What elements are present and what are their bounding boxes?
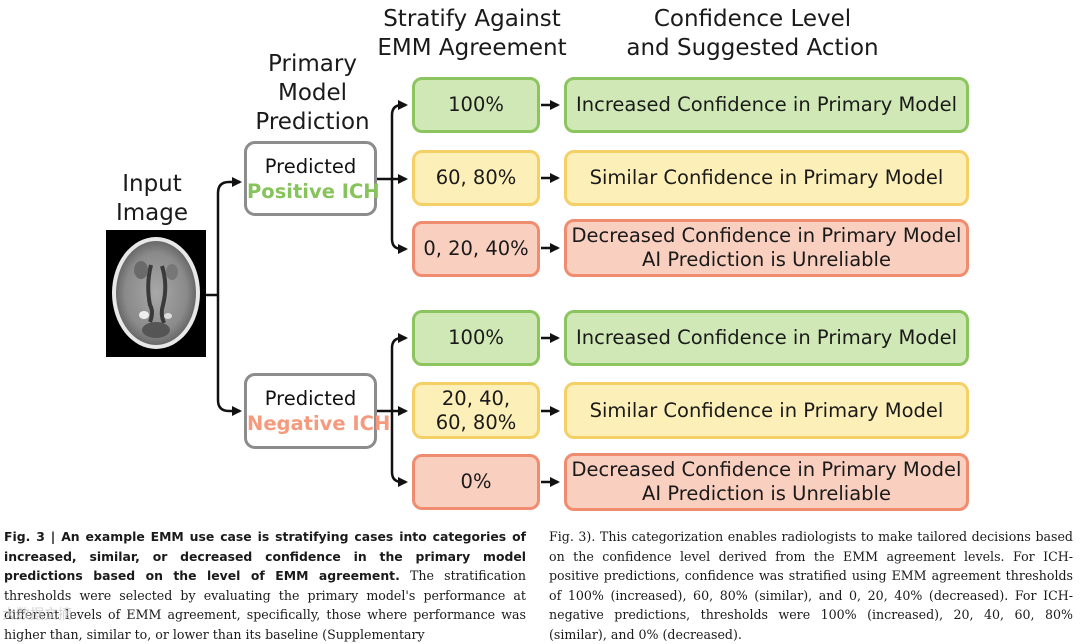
predicted-negative-box: Predicted Negative ICH <box>244 373 391 449</box>
negative-ich-label: Negative ICH <box>247 412 391 435</box>
predicted-positive-box: Predicted Positive ICH <box>244 141 380 216</box>
header-stratify-emm-agreement: Stratify Against EMM Agreement <box>377 6 567 61</box>
pos-threshold-low-text: 0, 20, 40% <box>423 237 529 260</box>
neg-threshold-low-text: 0% <box>460 470 492 493</box>
pos-threshold-high-text: 100% <box>448 93 504 116</box>
neg-action-decreased-line2: AI Prediction is Unreliable <box>642 482 891 505</box>
pos-threshold-low: 0, 20, 40% <box>412 221 540 277</box>
pos-threshold-mid-text: 60, 80% <box>435 166 517 189</box>
pos-action-decreased-line1: Decreased Confidence in Primary Model <box>571 224 962 247</box>
header-primary-model-prediction: Primary Model Prediction <box>255 51 370 135</box>
caption-left: Fig. 3 | An example EMM use case is stra… <box>4 527 526 644</box>
pos-threshold-mid: 60, 80% <box>412 150 540 206</box>
neg-threshold-mid-text: 20, 40, 60, 80% <box>435 386 517 434</box>
neg-action-decreased-line1: Decreased Confidence in Primary Model <box>571 458 962 481</box>
pos-action-decreased-line2: AI Prediction is Unreliable <box>642 248 891 271</box>
caption-right-text: Fig. 3). This categorization enables rad… <box>549 529 1073 642</box>
ct-scan-image <box>106 230 206 357</box>
header-input-image: Input Image <box>115 171 189 226</box>
predicted-negative-label: Predicted <box>264 387 357 410</box>
neg-threshold-high-text: 100% <box>448 326 504 349</box>
pos-action-decreased: Decreased Confidence in Primary Model AI… <box>564 219 969 277</box>
caption-right: Fig. 3). This categorization enables rad… <box>549 527 1073 644</box>
pos-action-similar-text: Similar Confidence in Primary Model <box>589 166 944 189</box>
pos-action-increased-text: Increased Confidence in Primary Model <box>575 93 957 116</box>
predicted-positive-label: Predicted <box>264 154 357 178</box>
neg-threshold-low: 0% <box>412 454 540 510</box>
neg-threshold-high: 100% <box>412 310 540 366</box>
connector-arrows <box>206 100 560 487</box>
positive-ich-label: Positive ICH <box>247 179 380 203</box>
neg-threshold-mid: 20, 40, 60, 80% <box>412 382 540 439</box>
neg-action-increased: Increased Confidence in Primary Model <box>564 310 969 366</box>
watermark: 大数据文摘 <box>2 607 72 623</box>
neg-action-similar-text: Similar Confidence in Primary Model <box>589 398 944 422</box>
header-confidence-level: Confidence Level and Suggested Action <box>626 6 879 61</box>
neg-action-decreased: Decreased Confidence in Primary Model AI… <box>564 453 969 511</box>
caption-bold: Fig. 3 | An example EMM use case is stra… <box>4 529 526 583</box>
pos-threshold-high: 100% <box>412 77 540 133</box>
neg-action-similar: Similar Confidence in Primary Model <box>564 382 969 439</box>
pos-action-increased: Increased Confidence in Primary Model <box>564 77 969 133</box>
pos-action-similar: Similar Confidence in Primary Model <box>564 150 969 206</box>
neg-action-increased-text: Increased Confidence in Primary Model <box>575 326 957 349</box>
